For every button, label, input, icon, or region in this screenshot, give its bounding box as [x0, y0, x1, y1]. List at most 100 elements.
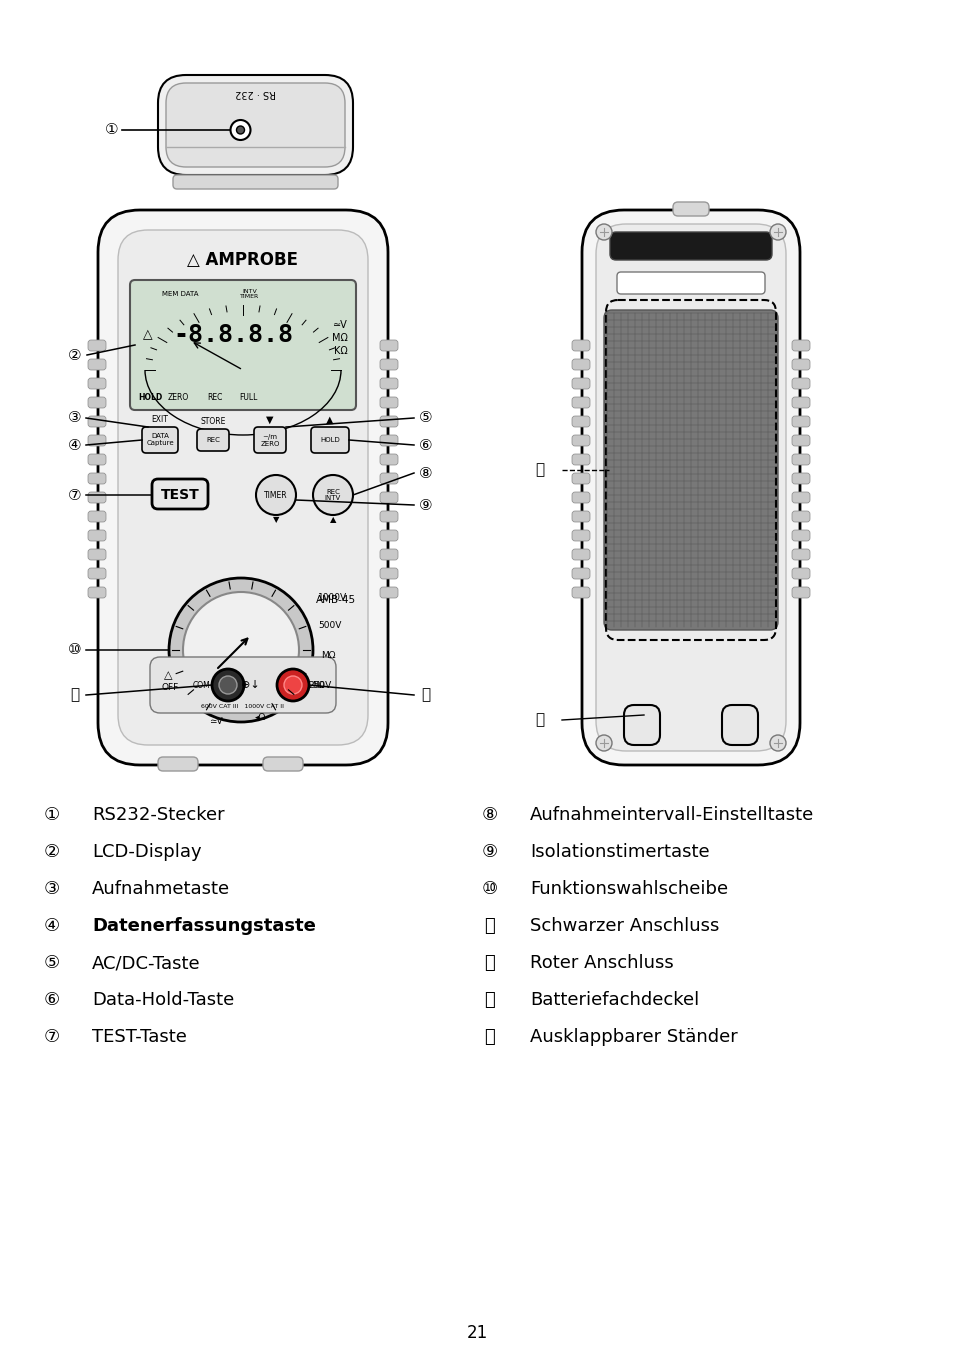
Text: RS · 232: RS · 232 [234, 89, 275, 98]
FancyBboxPatch shape [721, 705, 758, 746]
Circle shape [255, 474, 295, 515]
Circle shape [276, 669, 309, 701]
Text: ⑫: ⑫ [421, 687, 430, 702]
Text: ⑪: ⑪ [484, 917, 495, 935]
FancyBboxPatch shape [263, 756, 303, 771]
FancyBboxPatch shape [88, 511, 106, 522]
FancyBboxPatch shape [791, 339, 809, 352]
FancyBboxPatch shape [379, 492, 397, 503]
FancyBboxPatch shape [572, 454, 589, 465]
FancyBboxPatch shape [152, 478, 208, 508]
FancyBboxPatch shape [379, 454, 397, 465]
Text: INTV
TIMER: INTV TIMER [240, 289, 259, 300]
Text: HOLD: HOLD [138, 394, 162, 402]
FancyBboxPatch shape [581, 210, 800, 765]
FancyBboxPatch shape [379, 397, 397, 408]
Text: ⊕↓: ⊕↓ [240, 680, 259, 690]
Text: ⑭: ⑭ [535, 713, 544, 728]
FancyBboxPatch shape [791, 378, 809, 388]
Circle shape [596, 735, 612, 751]
FancyBboxPatch shape [791, 397, 809, 408]
FancyBboxPatch shape [88, 549, 106, 560]
Circle shape [769, 735, 785, 751]
Circle shape [284, 676, 302, 694]
Text: ②: ② [68, 348, 82, 363]
Text: ◂Ω: ◂Ω [255, 713, 266, 721]
FancyBboxPatch shape [158, 75, 353, 174]
FancyBboxPatch shape [130, 279, 355, 410]
FancyBboxPatch shape [572, 473, 589, 484]
Text: MΩ: MΩ [320, 650, 335, 660]
Text: ⑬: ⑬ [484, 991, 495, 1009]
FancyBboxPatch shape [572, 339, 589, 352]
FancyBboxPatch shape [379, 378, 397, 388]
Text: REC: REC [207, 394, 222, 402]
FancyBboxPatch shape [791, 416, 809, 427]
Text: OFF: OFF [162, 683, 179, 692]
FancyBboxPatch shape [150, 657, 335, 713]
FancyBboxPatch shape [172, 174, 337, 189]
FancyBboxPatch shape [603, 309, 778, 630]
Text: 21: 21 [466, 1323, 487, 1343]
Text: COM: COM [193, 680, 211, 690]
Text: ⑤: ⑤ [418, 410, 433, 425]
FancyBboxPatch shape [253, 427, 286, 453]
Text: ⑦: ⑦ [68, 488, 82, 503]
Text: MΩ: MΩ [332, 333, 348, 343]
FancyBboxPatch shape [572, 397, 589, 408]
FancyBboxPatch shape [311, 427, 349, 453]
Text: HOLD: HOLD [320, 438, 339, 443]
FancyBboxPatch shape [572, 435, 589, 446]
FancyBboxPatch shape [88, 587, 106, 598]
Text: ⑧: ⑧ [418, 466, 433, 481]
FancyBboxPatch shape [623, 705, 659, 746]
Text: LCD-Display: LCD-Display [91, 842, 201, 861]
FancyBboxPatch shape [572, 416, 589, 427]
Text: ≃V: ≃V [209, 717, 223, 726]
Text: ≃V: ≃V [333, 320, 348, 330]
FancyBboxPatch shape [88, 358, 106, 369]
Text: ④: ④ [44, 917, 60, 935]
Text: ⑥: ⑥ [44, 991, 60, 1009]
Text: ⑥: ⑥ [418, 438, 433, 453]
Circle shape [212, 669, 244, 701]
Circle shape [169, 578, 313, 722]
FancyBboxPatch shape [572, 587, 589, 598]
Text: Funktionswahlscheibe: Funktionswahlscheibe [530, 880, 727, 898]
Text: Roter Anschluss: Roter Anschluss [530, 954, 673, 972]
Text: REC
INTV: REC INTV [325, 488, 341, 502]
FancyBboxPatch shape [379, 473, 397, 484]
FancyBboxPatch shape [791, 492, 809, 503]
Text: Aufnahmeintervall-Einstelltaste: Aufnahmeintervall-Einstelltaste [530, 806, 814, 825]
Text: ⑧: ⑧ [481, 806, 497, 825]
FancyBboxPatch shape [118, 230, 368, 746]
FancyBboxPatch shape [791, 587, 809, 598]
Text: 600V CAT III   1000V CAT II: 600V CAT III 1000V CAT II [201, 705, 284, 710]
Text: AMB-45: AMB-45 [315, 596, 355, 605]
FancyBboxPatch shape [98, 210, 388, 765]
FancyBboxPatch shape [791, 454, 809, 465]
Text: ~/m
ZERO: ~/m ZERO [260, 433, 279, 447]
FancyBboxPatch shape [379, 530, 397, 541]
Text: 500V: 500V [317, 620, 341, 630]
FancyBboxPatch shape [572, 530, 589, 541]
FancyBboxPatch shape [88, 530, 106, 541]
Text: ⑨: ⑨ [418, 497, 433, 512]
FancyBboxPatch shape [158, 756, 198, 771]
Text: ⑬: ⑬ [535, 462, 544, 477]
FancyBboxPatch shape [379, 358, 397, 369]
Text: ①: ① [44, 806, 60, 825]
Circle shape [219, 676, 236, 694]
Text: ⑩: ⑩ [68, 642, 82, 657]
Text: ⑭: ⑭ [484, 1028, 495, 1045]
Text: ②: ② [44, 842, 60, 861]
Text: ③: ③ [68, 410, 82, 425]
FancyBboxPatch shape [572, 511, 589, 522]
Text: ▲: ▲ [326, 414, 334, 425]
Text: 1000V: 1000V [317, 593, 347, 602]
FancyBboxPatch shape [379, 568, 397, 579]
Text: Aufnahmetaste: Aufnahmetaste [91, 880, 230, 898]
Text: REC: REC [206, 438, 220, 443]
FancyBboxPatch shape [791, 358, 809, 369]
Text: ⑨: ⑨ [481, 842, 497, 861]
